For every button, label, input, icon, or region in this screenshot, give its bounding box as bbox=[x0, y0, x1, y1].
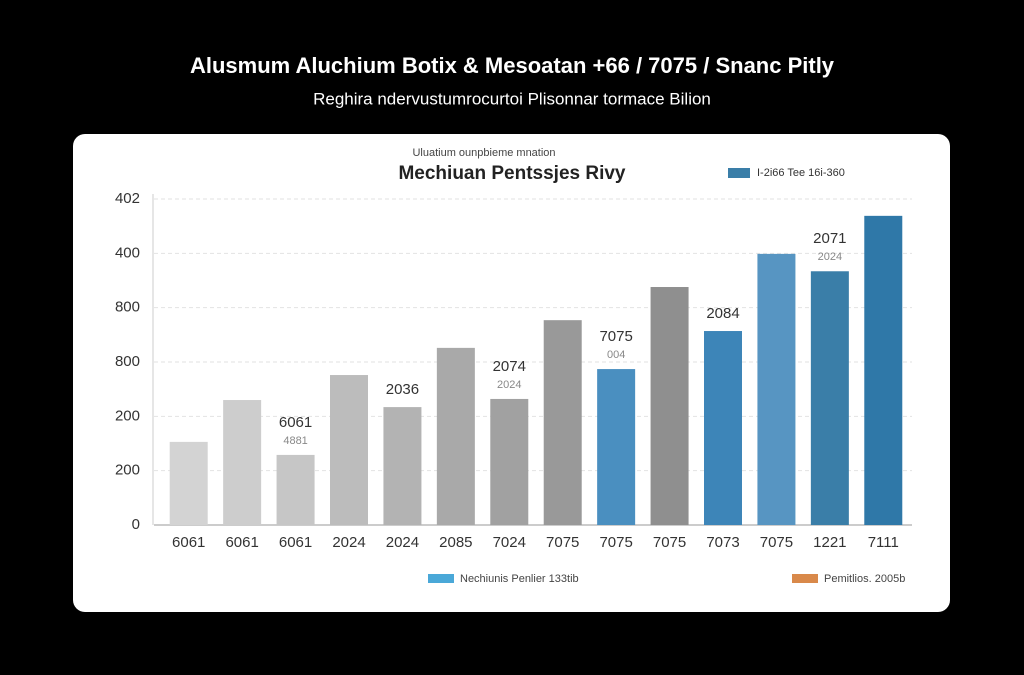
x-tick-label: 7075 bbox=[599, 534, 632, 551]
bar bbox=[864, 215, 903, 526]
y-tick-label: 200 bbox=[115, 462, 140, 479]
legend-label: Pemitlios. 2005b bbox=[824, 573, 905, 585]
x-tick-label: 7024 bbox=[493, 534, 526, 551]
legend-swatch bbox=[792, 574, 818, 583]
y-tick-label: 400 bbox=[115, 244, 140, 261]
bar bbox=[436, 347, 475, 525]
bar-sublabel: 004 bbox=[607, 349, 625, 361]
bar-sublabel: 4881 bbox=[283, 435, 307, 447]
y-tick-label: 200 bbox=[115, 407, 140, 424]
x-tick-label: 7075 bbox=[760, 534, 793, 551]
x-tick-label: 6061 bbox=[225, 534, 258, 551]
legend-swatch bbox=[728, 168, 750, 178]
x-tick-label: 6061 bbox=[172, 534, 205, 551]
bar-sublabel: 2024 bbox=[818, 251, 842, 263]
bar-label: 2074 bbox=[493, 358, 526, 375]
legend-swatch bbox=[428, 574, 454, 583]
x-tick-label: 2024 bbox=[332, 534, 365, 551]
x-tick-label: 2085 bbox=[439, 534, 472, 551]
bar bbox=[704, 331, 742, 525]
card-caption: Uluatium ounpbieme mnation bbox=[412, 147, 555, 159]
bar-label: 2071 bbox=[813, 230, 846, 247]
bar bbox=[810, 271, 849, 525]
card-title: Mechiuan Pentssjes Rivy bbox=[398, 163, 625, 184]
bar bbox=[276, 454, 315, 525]
bar bbox=[223, 400, 262, 525]
bar bbox=[757, 253, 796, 526]
y-tick-label: 800 bbox=[115, 299, 140, 316]
bar-label: 2036 bbox=[386, 381, 419, 398]
chart-title: Alusmum Aluchium Botix & Mesoatan +66 / … bbox=[190, 53, 835, 78]
bar bbox=[543, 320, 582, 525]
x-tick-label: 6061 bbox=[279, 534, 312, 551]
y-tick-label: 402 bbox=[115, 190, 140, 207]
x-tick-label: 2024 bbox=[386, 534, 419, 551]
legend-label: Nechiunis Penlier 133tib bbox=[460, 573, 579, 585]
bar-label: 7075 bbox=[599, 328, 632, 345]
bar bbox=[330, 375, 368, 525]
x-tick-label: 7075 bbox=[653, 534, 686, 551]
legend-label: I-2i66 Tee 16i-360 bbox=[757, 167, 845, 179]
bar-label: 6061 bbox=[279, 414, 312, 431]
x-tick-label: 7075 bbox=[546, 534, 579, 551]
bar-sublabel: 2024 bbox=[497, 379, 521, 391]
bar bbox=[650, 287, 689, 525]
x-tick-label: 7111 bbox=[868, 534, 899, 551]
chart-subtitle: Reghira ndervustumrocurtoi Plisonnar tor… bbox=[313, 89, 711, 108]
bar bbox=[383, 407, 422, 525]
bar bbox=[597, 369, 636, 525]
y-tick-label: 0 bbox=[132, 516, 140, 533]
bar-label: 2084 bbox=[706, 305, 739, 322]
bar bbox=[169, 441, 208, 525]
x-tick-label: 1221 bbox=[813, 534, 846, 551]
bar bbox=[490, 398, 529, 525]
x-tick-label: 7073 bbox=[706, 534, 739, 551]
y-tick-label: 800 bbox=[115, 353, 140, 370]
